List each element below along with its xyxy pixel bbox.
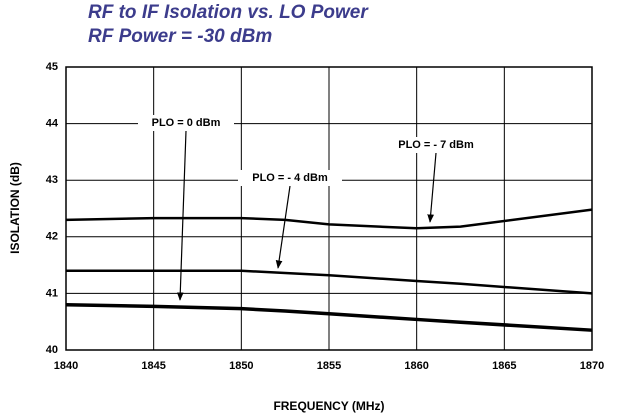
annotation-box [238, 170, 342, 186]
x-tick-label: 1845 [141, 360, 165, 372]
y-tick-label: 42 [46, 231, 58, 243]
y-tick-label: 43 [46, 174, 58, 186]
y-tick-label: 40 [46, 344, 58, 356]
y-tick-label: 45 [46, 61, 58, 73]
annotation: PLO = 0 dBm [152, 117, 221, 129]
annotation-box [138, 115, 234, 131]
annotation-arrow [427, 152, 437, 223]
series-line [66, 269, 593, 295]
chart-title: RF to IF Isolation vs. LO Power [88, 2, 369, 23]
annotation: PLO = - 7 dBm [398, 139, 474, 151]
chart-subtitle: RF Power = -30 dBm [88, 26, 272, 47]
x-axis-label: FREQUENCY (MHz) [273, 399, 384, 413]
annotation-box [386, 137, 486, 153]
series-line [65, 302, 593, 332]
x-tick-label: 1860 [404, 360, 428, 372]
x-tick-label: 1855 [317, 360, 341, 372]
plot-border [65, 66, 593, 351]
annotation: PLO = - 4 dBm [252, 172, 328, 184]
x-tick-label: 1870 [580, 360, 604, 372]
x-tick-label: 1865 [492, 360, 516, 372]
series-line [65, 208, 593, 230]
y-tick-label: 44 [46, 118, 59, 130]
y-axis-label: ISOLATION (dB) [8, 162, 22, 254]
annotation-arrow [176, 130, 187, 301]
annotation-arrow [275, 185, 291, 269]
x-tick-label: 1840 [54, 360, 78, 372]
y-tick-label: 41 [46, 287, 58, 299]
x-tick-label: 1850 [229, 360, 253, 372]
